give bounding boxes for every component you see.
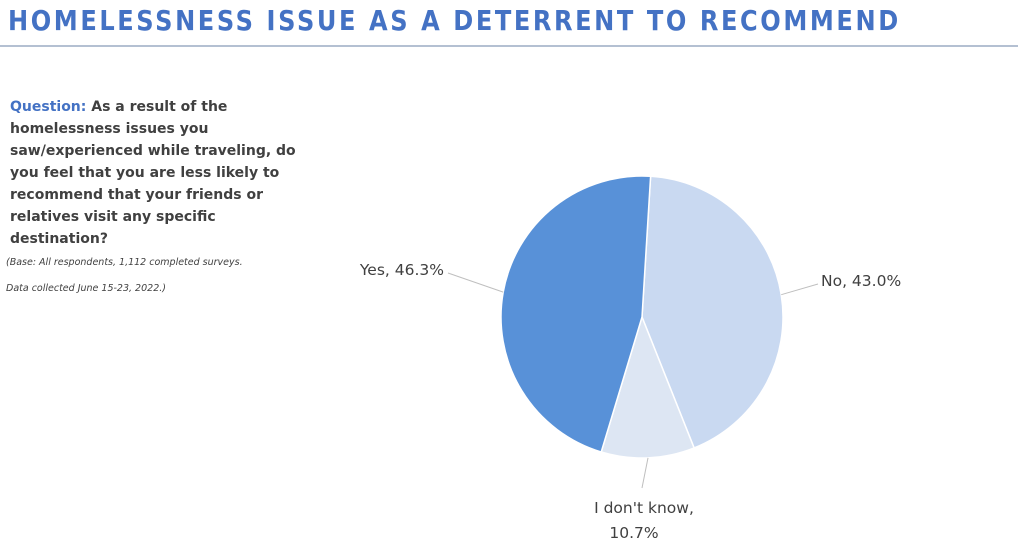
base-note-line1: (Base: All respondents, 1,112 completed … — [6, 257, 243, 268]
slice-label-no: No, 43.0% — [821, 272, 901, 290]
leader-line-dont-know — [641, 457, 649, 489]
pie-slice-no — [641, 175, 784, 449]
title-divider — [0, 45, 1018, 47]
slice-label-dontknow-line1: I don't know, — [594, 499, 694, 517]
slice-label-yes: Yes, 46.3% — [359, 261, 444, 279]
page-title: HOMELESSNESS ISSUE AS A DETERRENT TO REC… — [8, 4, 901, 37]
leader-line-no — [781, 283, 819, 296]
question-text: Question: As a result of the homelessnes… — [10, 96, 310, 250]
leader-line-yes — [447, 272, 504, 293]
question-body: As a result of the homelessness issues y… — [10, 99, 296, 247]
base-note-line2: Data collected June 15-23, 2022.) — [6, 283, 166, 294]
slice-label-dontknow-line2: 10.7% — [609, 524, 658, 542]
question-label: Question: — [10, 99, 87, 115]
base-note: (Base: All respondents, 1,112 completed … — [6, 250, 306, 302]
